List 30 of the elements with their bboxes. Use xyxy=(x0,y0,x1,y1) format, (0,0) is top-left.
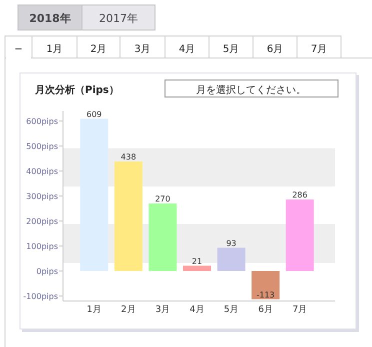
y-tick-label: 300pips xyxy=(26,192,58,201)
y-tick-label: 400pips xyxy=(26,167,58,176)
y-tick-label: 200pips xyxy=(26,217,58,226)
bar xyxy=(80,118,108,271)
y-tick-label: 600pips xyxy=(26,117,58,126)
data-label: 438 xyxy=(120,152,136,162)
bar xyxy=(148,204,177,271)
x-tick-label: 3月 xyxy=(155,305,170,315)
data-label: 609 xyxy=(86,110,102,119)
data-label: 286 xyxy=(292,190,308,200)
bar xyxy=(286,200,314,271)
bar xyxy=(183,266,211,271)
x-tick-label: 4月 xyxy=(190,305,204,315)
x-tick-label: 7月 xyxy=(292,305,308,315)
y-tick-label: 500pips xyxy=(26,142,58,151)
y-tick-label: 0pips xyxy=(36,267,58,276)
data-label: -113 xyxy=(256,290,275,300)
x-tick-label: 5月 xyxy=(224,305,239,315)
bar xyxy=(217,248,246,271)
x-tick-label: 6月 xyxy=(258,305,273,315)
bar xyxy=(114,162,142,271)
y-tick-label: -100pips xyxy=(23,292,58,301)
y-tick-label: 100pips xyxy=(26,242,58,251)
chart-title: 月次分析（Pips） xyxy=(34,84,119,96)
x-tick-label: 1月 xyxy=(86,305,102,315)
bar xyxy=(252,271,280,300)
data-label: 270 xyxy=(155,194,170,204)
data-label: 93 xyxy=(226,238,236,248)
x-tick-label: 2月 xyxy=(121,305,136,315)
data-label: 21 xyxy=(192,256,202,266)
